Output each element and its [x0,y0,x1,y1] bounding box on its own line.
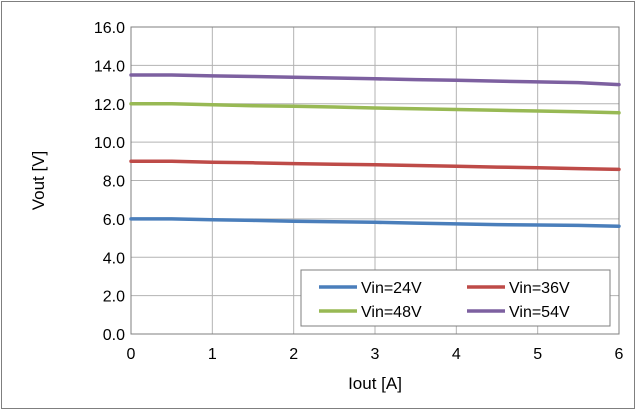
x-axis-tick-labels: 0 1 2 3 4 5 6 [127,346,624,363]
legend: Vin=24V Vin=36V Vin=48V Vin=54V [300,269,611,327]
y-tick-label: 14.0 [94,58,125,75]
legend-label: Vin=36V [509,280,570,297]
x-tick-label: 2 [289,346,298,363]
y-axis-tick-labels: 0.0 2.0 4.0 6.0 8.0 10.0 12.0 14.0 16.0 [94,20,125,344]
y-tick-label: 2.0 [103,289,125,306]
legend-label: Vin=54V [509,304,570,321]
legend-box [300,269,611,327]
x-tick-label: 1 [208,346,217,363]
series-line-vin-54v [129,73,621,87]
series-line-vin-24v [129,217,621,228]
series-lines [129,73,621,228]
y-tick-label: 16.0 [94,20,125,37]
x-tick-label: 5 [533,346,542,363]
legend-label: Vin=24V [361,280,422,297]
x-axis-title: Iout [A] [348,374,402,393]
plot-area [130,26,620,335]
y-tick-label: 8.0 [103,174,125,191]
y-axis-title: Vout [V] [29,151,48,211]
y-tick-label: 6.0 [103,212,125,229]
series-line-vin-48v [129,102,621,115]
x-tick-label: 4 [452,346,461,363]
y-tick-label: 4.0 [103,250,125,267]
y-tick-label: 12.0 [94,97,125,114]
series-line-vin-36v [129,159,621,172]
x-tick-label: 0 [127,346,136,363]
x-tick-label: 6 [615,346,624,363]
y-tick-label: 10.0 [94,135,125,152]
legend-label: Vin=48V [361,304,422,321]
y-tick-label: 0.0 [103,327,125,344]
x-tick-label: 3 [371,346,380,363]
